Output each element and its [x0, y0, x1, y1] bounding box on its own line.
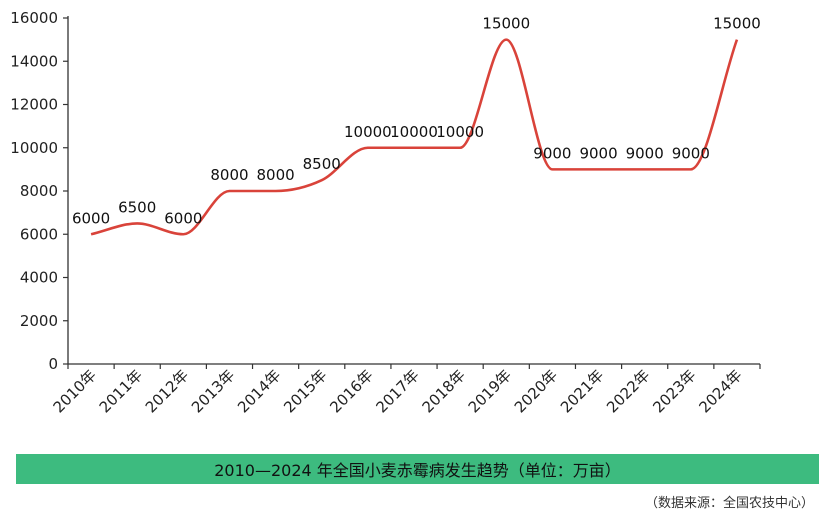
data-label: 8000 [257, 166, 295, 184]
data-label: 9000 [533, 144, 571, 162]
data-label: 6000 [72, 209, 110, 227]
x-tick-label: 2011年 [96, 366, 146, 416]
x-tick-label: 2021年 [557, 366, 607, 416]
x-tick-label: 2015年 [280, 366, 330, 416]
data-label: 15000 [482, 15, 530, 33]
data-label: 10000 [390, 123, 438, 141]
x-tick-label: 2024年 [695, 366, 745, 416]
line-chart: 0 2000 4000 6000 8000 10000 12000 14000 16000 20… [10, 9, 761, 416]
chart-title: 2010—2024 年全国小麦赤霉病发生趋势（单位：万亩） [16, 454, 819, 484]
y-tick-label: 4000 [20, 269, 58, 287]
x-tick-label: 2018年 [419, 366, 469, 416]
y-tick-label: 14000 [10, 52, 58, 70]
x-tick-label: 2014年 [234, 366, 284, 416]
data-label: 10000 [436, 123, 484, 141]
y-tick-label: 2000 [20, 312, 58, 330]
y-tick-label: 8000 [20, 182, 58, 200]
x-tick-label: 2012年 [142, 366, 192, 416]
x-tick-label: 2017年 [372, 366, 422, 416]
y-tick-label: 6000 [20, 225, 58, 243]
x-axis-ticks: 2010年2011年2012年2013年2014年2015年2016年2017年… [50, 364, 761, 416]
y-tick-label: 16000 [10, 9, 58, 27]
data-source: （数据来源：全国农技中心） [644, 496, 814, 511]
data-label: 9000 [672, 144, 710, 162]
chart-axes [67, 16, 760, 365]
data-label: 8000 [210, 166, 248, 184]
y-tick-label: 12000 [10, 96, 58, 114]
data-label: 8500 [303, 155, 341, 173]
x-tick-label: 2019年 [465, 366, 515, 416]
data-label: 9000 [579, 144, 617, 162]
data-label: 6000 [164, 209, 202, 227]
series-layer [90, 38, 739, 236]
x-tick-label: 2010年 [50, 366, 100, 416]
y-tick-label: 0 [48, 355, 58, 373]
x-tick-label: 2016年 [326, 366, 376, 416]
data-label: 15000 [713, 15, 761, 33]
x-tick-label: 2013年 [188, 366, 238, 416]
data-label: 10000 [344, 123, 392, 141]
x-tick-label: 2023年 [649, 366, 699, 416]
x-tick-label: 2022年 [603, 366, 653, 416]
data-label: 9000 [626, 144, 664, 162]
x-tick-label: 2020年 [511, 366, 561, 416]
y-axis-ticks: 0 2000 4000 6000 8000 10000 12000 14000 16000 [10, 9, 68, 373]
y-tick-label: 10000 [10, 139, 58, 157]
data-label: 6500 [118, 198, 156, 216]
